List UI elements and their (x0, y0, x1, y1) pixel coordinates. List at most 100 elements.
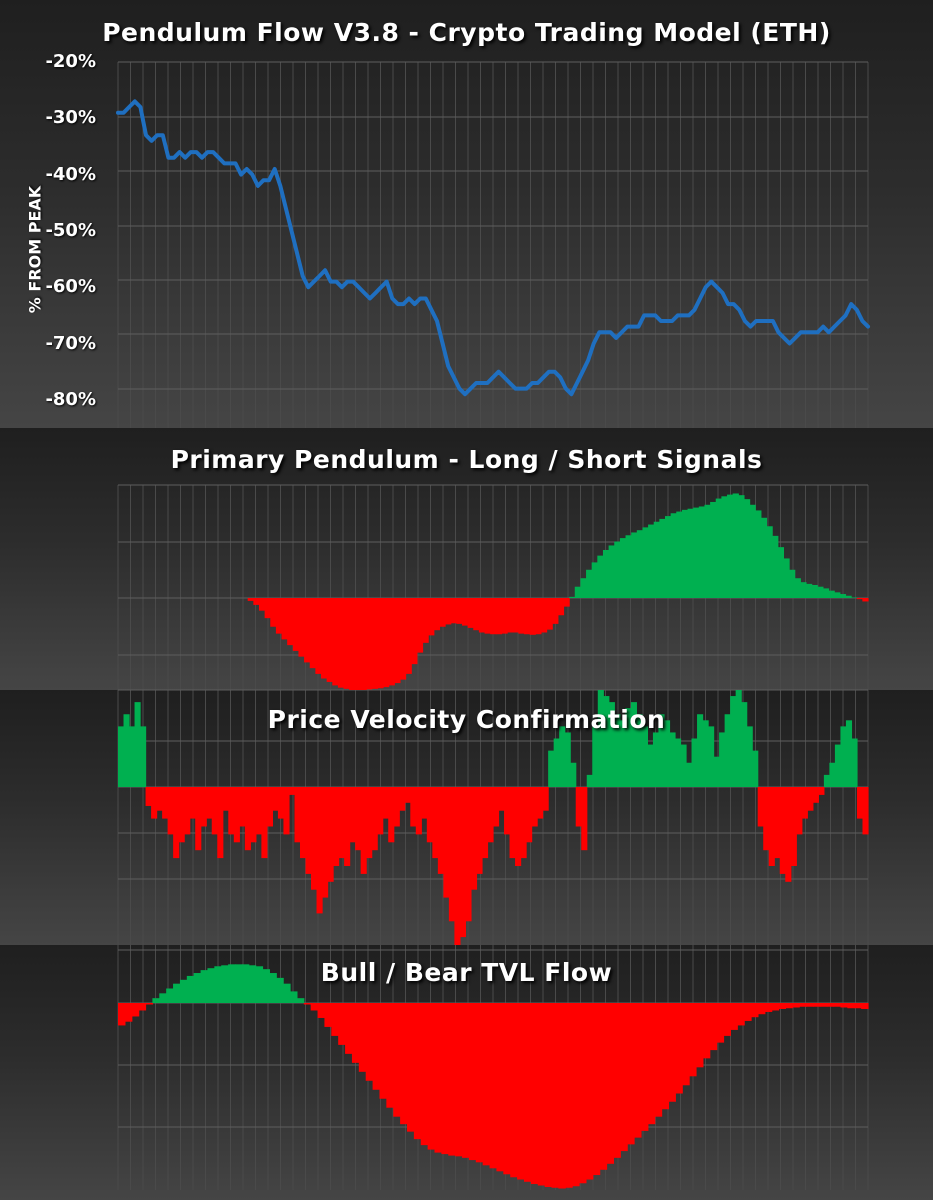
velocity-bar (421, 787, 428, 819)
pendulum-bar (805, 583, 813, 599)
velocity-bar (509, 787, 516, 859)
velocity-bar (371, 787, 378, 851)
velocity-bar (597, 690, 604, 787)
tvl-bar (482, 1003, 491, 1166)
tvl-bar (248, 965, 257, 1003)
velocity-bar (344, 787, 351, 866)
tvl-bar (145, 1003, 153, 1005)
velocity-bar (553, 738, 560, 787)
pendulum-bar (738, 495, 745, 598)
velocity-bar (481, 787, 489, 859)
tvl-bar (551, 1003, 559, 1188)
tvl-bar (324, 1003, 332, 1027)
tvl-bar (179, 979, 188, 1003)
tvl-bar (647, 1003, 656, 1125)
velocity-bar (697, 714, 704, 787)
tvl-bar (737, 1003, 745, 1026)
pendulum-bar (416, 598, 424, 653)
pendulum-bar (535, 598, 542, 635)
velocity-bar (719, 732, 726, 787)
velocity-bar (448, 787, 455, 922)
tvl-bar (613, 1003, 621, 1158)
tvl-bar (510, 1003, 518, 1178)
tvl-bar (283, 983, 291, 1003)
velocity-bar (763, 787, 770, 851)
velocity-bar (625, 708, 632, 787)
velocity-bar (724, 714, 731, 787)
velocity-bar (250, 787, 257, 843)
pendulum-bar (349, 598, 356, 690)
tvl-bar (819, 1003, 828, 1007)
y-tick-label: -20% (45, 51, 96, 72)
tvl-bar (792, 1003, 800, 1008)
velocity-bar (537, 787, 544, 819)
tvl-bar (303, 1003, 312, 1005)
tvl-bar (331, 1003, 339, 1036)
pendulum-bar (433, 598, 441, 631)
velocity-bar (559, 726, 566, 788)
tvl-bar (400, 1003, 408, 1125)
pendulum-bar (524, 598, 531, 635)
velocity-bar (443, 787, 450, 898)
velocity-bar (134, 702, 141, 788)
pendulum-bar (631, 532, 638, 598)
tvl-bar (654, 1003, 663, 1117)
velocity-bar (366, 787, 373, 859)
velocity-bar (156, 787, 163, 811)
pendulum-bar (394, 598, 401, 684)
y-tick-label: -80% (45, 388, 96, 410)
price-chart-title: Pendulum Flow V3.8 - Crypto Trading Mode… (102, 18, 831, 47)
velocity-bar (752, 750, 759, 788)
velocity-bar (807, 787, 814, 811)
velocity-bar (327, 787, 334, 882)
pendulum-bar (794, 578, 801, 598)
velocity-bar (785, 787, 792, 882)
pendulum-bar (405, 598, 412, 674)
tvl-bar (193, 973, 202, 1003)
pendulum-bar (270, 598, 277, 627)
pendulum-bar (445, 598, 452, 625)
tvl-bar (468, 1003, 477, 1161)
tvl-bar (764, 1003, 773, 1012)
tvl-bar (620, 1003, 628, 1152)
pendulum-bar (281, 598, 288, 640)
tvl-bar (200, 970, 209, 1003)
tvl-bar (572, 1003, 580, 1187)
tvl-bar (854, 1003, 862, 1009)
tvl-bar (661, 1003, 670, 1110)
tvl-bar (523, 1003, 532, 1182)
tvl-bar (751, 1003, 759, 1018)
tvl-bar (221, 965, 229, 1003)
tvl-bar (310, 1003, 319, 1011)
velocity-bar (195, 787, 202, 851)
pendulum-bar (828, 590, 835, 598)
pendulum-bar (490, 598, 497, 635)
pendulum-bar (298, 598, 305, 657)
velocity-bar (311, 787, 318, 890)
pendulum-bar (834, 592, 841, 598)
tvl-bar (496, 1003, 504, 1172)
velocity-bar (774, 787, 781, 859)
velocity-bar (581, 787, 588, 851)
velocity-bar (277, 787, 285, 819)
pendulum-bar (625, 535, 632, 598)
pendulum-bar (597, 555, 604, 599)
velocity-bar (735, 690, 742, 787)
pendulum-bar (698, 506, 706, 598)
tvl-bar (351, 1003, 360, 1063)
pendulum-bar (653, 521, 660, 599)
velocity-bar (426, 787, 433, 843)
velocity-bar (796, 787, 803, 835)
y-tick-label: -40% (45, 163, 96, 185)
tvl-bar (709, 1003, 718, 1051)
velocity-bar (217, 787, 224, 859)
velocity-bar (255, 787, 262, 835)
velocity-bar (228, 787, 235, 835)
pendulum-bar (495, 598, 503, 635)
pendulum-bar (789, 569, 796, 598)
tvl-bar (689, 1003, 697, 1077)
tvl-bar (544, 1003, 553, 1188)
tvl-bar (234, 964, 243, 1003)
velocity-bar (189, 787, 196, 819)
pendulum-bar (822, 588, 830, 598)
